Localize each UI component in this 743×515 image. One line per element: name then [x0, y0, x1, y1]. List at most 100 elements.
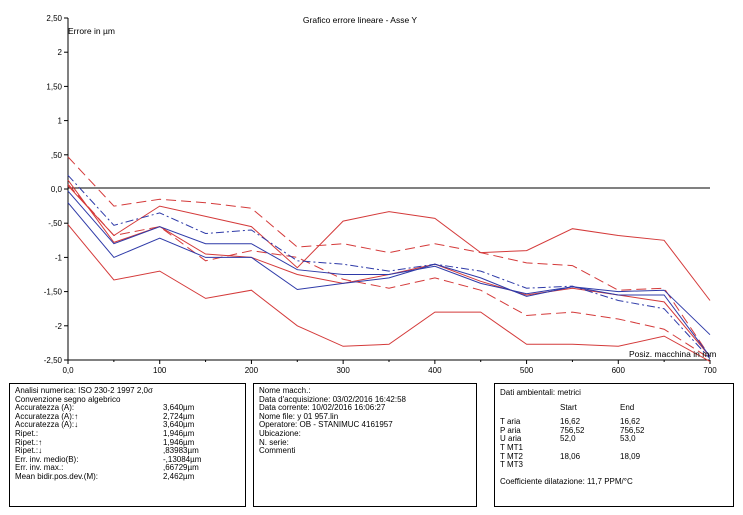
env-rows: T aria 16,62 16,62 P aria 756,52 756,52 U aria…	[500, 418, 728, 470]
x-tick-label: 700	[703, 366, 717, 375]
x-tick-label: 200	[245, 366, 259, 375]
y-tick-label: 2	[58, 48, 63, 57]
env-title-row: Dati ambientali: metrici	[500, 388, 728, 398]
series-line-7	[67, 202, 711, 336]
env-coeff: Coefficiente dilatazione: 11,7 PPM/°C	[500, 476, 633, 486]
machine-info-line: Data corrente: 10/02/2016 16:06:27	[259, 403, 386, 413]
analysis-row: Err. inv. max.: ,66729µm	[15, 464, 240, 473]
x-tick-label: 300	[336, 366, 350, 375]
env-start: 18,06	[560, 451, 581, 461]
x-tick-label: 600	[612, 366, 626, 375]
y-tick-label: -2,50	[44, 356, 63, 365]
env-label: T MT1	[500, 442, 523, 452]
machine-info-line: Nome file: y 01 957.lin	[259, 411, 339, 421]
x-tick-label: 0,0	[62, 366, 74, 375]
series-line-6	[67, 190, 711, 357]
machine-info-line: Ubicazione:	[259, 428, 301, 438]
env-label: T MT2	[500, 451, 523, 461]
y-tick-label: 1,50	[46, 82, 62, 91]
x-tick-label: 500	[520, 366, 534, 375]
analysis-panel: Analisi numerica: ISO 230-2 1997 2,0σ Con…	[9, 383, 246, 507]
analysis-row: Accuratezza (A): 3,640µm	[15, 404, 240, 413]
analysis-label: Err. inv. max.:	[15, 463, 64, 473]
env-header-row: Start End	[500, 402, 728, 413]
analysis-rows: Analisi numerica: ISO 230-2 1997 2,0σ Con…	[15, 386, 240, 482]
analysis-label: Accuratezza (A):↑	[15, 411, 79, 421]
analysis-label: Accuratezza (A):	[15, 403, 75, 413]
analysis-label: Convenzione segno algebrico	[15, 394, 121, 404]
machine-info-line: Commenti	[259, 446, 296, 456]
env-end: 16,62	[620, 417, 641, 427]
env-row: U aria 52,0 53,0	[500, 435, 728, 444]
analysis-value: ,66729µm	[163, 463, 199, 473]
machine-info-line: N. serie:	[259, 437, 289, 447]
analysis-value: ,83983µm	[163, 446, 199, 456]
env-label: T aria	[500, 417, 521, 427]
series-line-8	[67, 174, 711, 359]
series-line-3	[67, 185, 711, 301]
env-header-start: Start	[560, 402, 577, 412]
env-start: 16,62	[560, 417, 581, 427]
env-start: 756,52	[560, 425, 585, 435]
env-label: T MT3	[500, 460, 523, 470]
env-end: 18,09	[620, 451, 641, 461]
analysis-label: Ripet.:↓	[15, 446, 43, 456]
analysis-value: 1,946µm	[163, 437, 195, 447]
series-line-4	[67, 156, 711, 357]
analysis-row: Err. inv. medio(B): -,13084µm	[15, 454, 240, 465]
analysis-row: Mean bidir.pos.dev.(M): 2,462µm	[15, 471, 240, 482]
env-row: P aria 756,52 756,52	[500, 425, 728, 436]
y-tick-label: -1	[55, 253, 63, 262]
analysis-row: Ripet.: 1,946µm	[15, 428, 240, 439]
env-title: Dati ambientali: metrici	[500, 388, 581, 397]
env-label: U aria	[500, 434, 522, 444]
chart-title: Grafico errore lineare - Asse Y	[303, 15, 417, 25]
analysis-row: Convenzione segno algebrico	[15, 394, 240, 405]
env-row: T MT3	[500, 461, 728, 470]
analysis-value: 3,640µm	[163, 420, 195, 430]
y-axis-label: Errore in µm	[68, 26, 115, 36]
env-row: T MT1	[500, 442, 728, 453]
env-end: 53,0	[620, 434, 636, 444]
analysis-value: 2,724µm	[163, 411, 195, 421]
y-tick-label: 2,50	[46, 14, 62, 23]
linear-error-chart: Grafico errore lineare - Asse Y Errore i…	[44, 14, 717, 375]
analysis-label: Ripet.:	[15, 428, 39, 438]
series-line-1	[67, 179, 711, 357]
x-ticks: 0,0 100 200 300 400 500 600 700	[62, 360, 717, 375]
env-row: T aria 16,62 16,62	[500, 418, 728, 427]
y-tick-label: -1,50	[44, 288, 63, 297]
analysis-row: Accuratezza (A):↑ 2,724µm	[15, 411, 240, 422]
series-line-5	[67, 183, 711, 360]
machine-info-line: Operatore: OB - STANIMUC 4161957	[259, 420, 393, 430]
analysis-value: 3,640µm	[163, 403, 195, 413]
y-tick-label: ,50	[51, 151, 63, 160]
env-header-end: End	[620, 402, 635, 412]
analysis-value: 2,462µm	[163, 471, 195, 481]
y-tick-label: 1	[58, 117, 63, 126]
machine-info-line: Data d'acquisizione: 03/02/2016 16:42:58	[259, 394, 406, 404]
analysis-label: Ripet.:↑	[15, 437, 43, 447]
analysis-row: Analisi numerica: ISO 230-2 1997 2,0σ	[15, 386, 240, 396]
env-end: 756,52	[620, 425, 645, 435]
machine-info-lines: Nome macch.: Data d'acquisizione: 03/02/2…	[259, 386, 471, 456]
env-coeff-row: Coefficiente dilatazione: 11,7 PPM/°C	[500, 476, 728, 487]
analysis-label: Mean bidir.pos.dev.(M):	[15, 471, 98, 481]
environment-panel: Dati ambientali: metrici Start End T ari…	[494, 383, 734, 507]
machine-info-line: Nome macch.:	[259, 386, 311, 395]
series-lines	[67, 156, 711, 362]
y-tick-label: -2	[55, 322, 63, 331]
analysis-label: Analisi numerica: ISO 230-2 1997 2,0σ	[15, 386, 153, 395]
analysis-row: Ripet.:↑ 1,946µm	[15, 437, 240, 448]
x-axis-label: Posiz. macchina in mm	[629, 349, 716, 359]
env-row: T MT2 18,06 18,09	[500, 451, 728, 462]
analysis-value: -,13084µm	[163, 454, 202, 464]
series-line-2	[67, 224, 711, 362]
y-tick-label: 0,0	[51, 185, 63, 194]
analysis-row: Accuratezza (A):↓ 3,640µm	[15, 421, 240, 430]
analysis-label: Accuratezza (A):↓	[15, 420, 79, 430]
y-tick-label: -,50	[48, 219, 62, 228]
env-label: P aria	[500, 425, 521, 435]
x-tick-label: 100	[153, 366, 167, 375]
